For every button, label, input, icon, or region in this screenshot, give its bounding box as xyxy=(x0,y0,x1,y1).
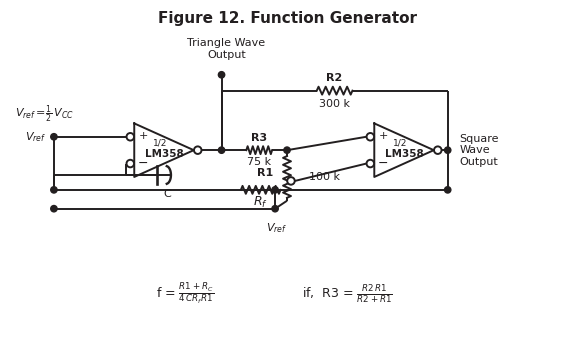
Circle shape xyxy=(272,187,278,193)
Circle shape xyxy=(218,71,225,78)
Text: if,  R3 = $\frac{R2\,R1}{R2+R1}$: if, R3 = $\frac{R2\,R1}{R2+R1}$ xyxy=(302,283,393,305)
Circle shape xyxy=(287,177,295,185)
Circle shape xyxy=(434,146,442,154)
Text: Figure 12. Function Generator: Figure 12. Function Generator xyxy=(158,11,416,26)
Text: 100 k: 100 k xyxy=(309,172,340,182)
Text: C: C xyxy=(163,189,171,199)
Text: $R_f$: $R_f$ xyxy=(253,195,268,210)
Text: Square
Wave
Output: Square Wave Output xyxy=(459,134,499,167)
Text: $V_{ref}$: $V_{ref}$ xyxy=(25,130,46,144)
Text: R3: R3 xyxy=(251,133,267,143)
Text: R2: R2 xyxy=(327,73,343,83)
Circle shape xyxy=(51,206,57,212)
Circle shape xyxy=(272,206,278,212)
Circle shape xyxy=(51,187,57,193)
Text: f = $\frac{R1+R_C}{4\,CR_f R1}$: f = $\frac{R1+R_C}{4\,CR_f R1}$ xyxy=(156,281,214,306)
Text: 75 k: 75 k xyxy=(247,157,271,167)
Circle shape xyxy=(284,147,290,153)
Circle shape xyxy=(126,160,134,167)
Circle shape xyxy=(51,134,57,140)
Text: 300 k: 300 k xyxy=(319,98,350,108)
Circle shape xyxy=(444,147,451,153)
Text: R1: R1 xyxy=(257,168,273,178)
Circle shape xyxy=(444,187,451,193)
Text: 1/2: 1/2 xyxy=(153,139,167,148)
Text: LM358: LM358 xyxy=(385,149,423,159)
Text: +: + xyxy=(139,131,148,141)
Circle shape xyxy=(366,160,374,167)
Text: $V_{ref}$: $V_{ref}$ xyxy=(266,222,288,235)
Text: +: + xyxy=(378,131,388,141)
Text: LM358: LM358 xyxy=(145,149,183,159)
Circle shape xyxy=(218,147,225,153)
Text: 1/2: 1/2 xyxy=(393,139,407,148)
Text: Triangle Wave
Output: Triangle Wave Output xyxy=(187,38,266,60)
Text: −: − xyxy=(378,157,389,170)
Text: $V_{ref}=\!\frac{1}{2}\,V_{CC}$: $V_{ref}=\!\frac{1}{2}\,V_{CC}$ xyxy=(15,104,74,125)
Circle shape xyxy=(366,133,374,141)
Circle shape xyxy=(194,146,201,154)
Text: −: − xyxy=(138,157,148,170)
Circle shape xyxy=(126,133,134,141)
